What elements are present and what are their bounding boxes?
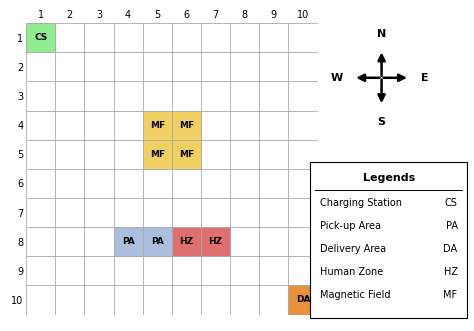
Bar: [172, 111, 201, 140]
Text: W: W: [330, 73, 342, 83]
Text: DA: DA: [443, 244, 457, 254]
Text: Magnetic Field: Magnetic Field: [320, 290, 391, 300]
Text: Human Zone: Human Zone: [320, 267, 383, 277]
Text: MF: MF: [443, 290, 457, 300]
Text: HZ: HZ: [209, 237, 223, 246]
Text: MF: MF: [179, 120, 194, 129]
Text: N: N: [377, 29, 386, 39]
Text: HZ: HZ: [444, 267, 457, 277]
Text: CS: CS: [445, 198, 457, 208]
Text: HZ: HZ: [179, 237, 193, 246]
Text: E: E: [420, 73, 428, 83]
Bar: [143, 111, 172, 140]
Text: PA: PA: [446, 221, 457, 231]
Bar: [143, 227, 172, 256]
Bar: [114, 227, 143, 256]
Text: Delivery Area: Delivery Area: [320, 244, 386, 254]
Text: MF: MF: [150, 150, 165, 159]
Text: Charging Station: Charging Station: [320, 198, 402, 208]
Bar: [172, 140, 201, 169]
Text: PA: PA: [151, 237, 164, 246]
Text: MF: MF: [150, 120, 165, 129]
Text: Legends: Legends: [363, 173, 415, 183]
Bar: [26, 23, 55, 52]
Text: CS: CS: [34, 33, 47, 42]
Bar: [143, 140, 172, 169]
Text: Pick-up Area: Pick-up Area: [320, 221, 381, 231]
Text: S: S: [378, 117, 385, 127]
Bar: [172, 227, 201, 256]
Text: PA: PA: [122, 237, 135, 246]
Text: DA: DA: [296, 296, 310, 305]
Bar: [288, 285, 318, 314]
Bar: [201, 227, 230, 256]
Text: MF: MF: [179, 150, 194, 159]
